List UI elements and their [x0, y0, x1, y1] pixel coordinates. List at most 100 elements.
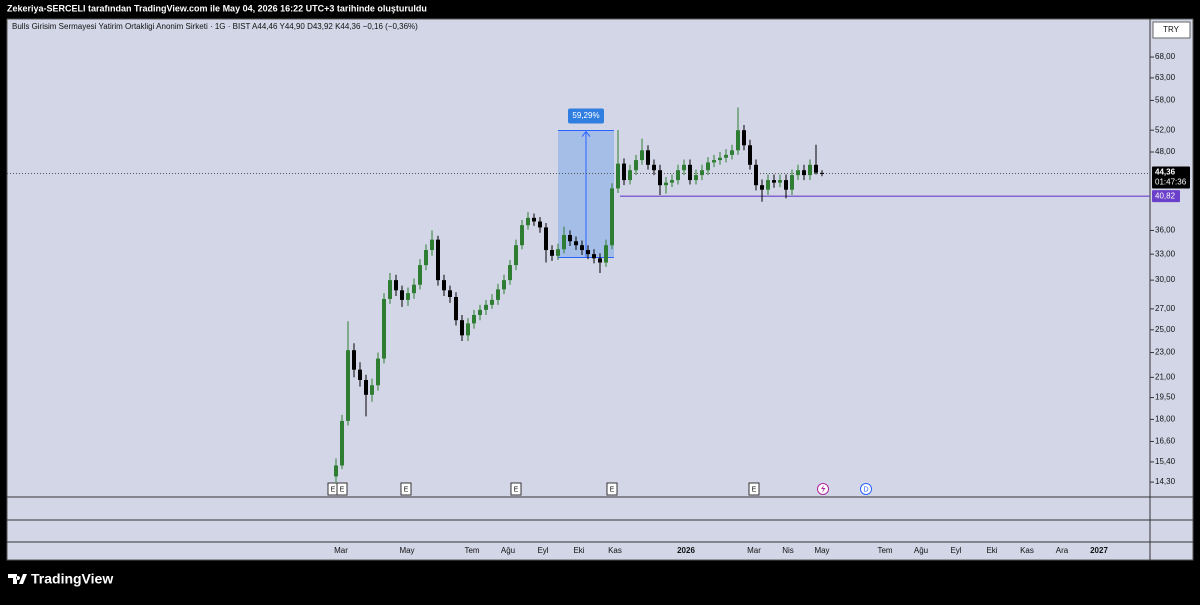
dividend-icon-bolt: [821, 485, 826, 493]
countdown-label: 01:47:36: [1155, 178, 1187, 187]
candle-body: [706, 162, 710, 171]
y-tick-label: 25,00: [1155, 325, 1176, 334]
candle-body: [790, 175, 794, 190]
candle-body: [394, 280, 398, 291]
x-tick-label: Ara: [1056, 546, 1069, 555]
event-label: E: [752, 486, 757, 493]
x-tick-label: Eki: [986, 546, 997, 555]
currency: TRY: [1163, 25, 1180, 34]
x-tick-label: 2026: [677, 546, 695, 555]
candle-body: [454, 296, 458, 321]
candle-body: [736, 130, 740, 151]
candle-body: [346, 350, 350, 421]
y-tick-label: 21,00: [1155, 372, 1176, 381]
x-tick-label: Tem: [877, 546, 892, 555]
candle-body: [406, 293, 410, 300]
candle-body: [370, 385, 374, 395]
candle-body: [586, 250, 590, 255]
brand: TradingView: [31, 571, 113, 587]
y-tick-label: 52,00: [1155, 125, 1176, 134]
candle-body: [442, 280, 446, 291]
candle-body: [730, 150, 734, 155]
y-tick-label: 58,00: [1155, 96, 1176, 105]
candle-body: [808, 164, 812, 176]
candle-body: [742, 130, 746, 146]
candle-body: [520, 225, 524, 246]
candle-body: [700, 170, 704, 176]
event-badge: [748, 482, 760, 496]
candle-body: [472, 314, 476, 324]
logo-icon: [8, 574, 27, 584]
x-tick-label: Kas: [608, 546, 622, 555]
candle-body: [484, 304, 488, 310]
candle-body: [412, 284, 416, 294]
candle-body: [718, 157, 722, 161]
candle-body: [592, 254, 596, 259]
candle-body: [796, 170, 800, 176]
candle-body: [820, 172, 824, 174]
candle-body: [562, 235, 566, 250]
event-label: D: [863, 486, 868, 493]
event-badge: [400, 482, 412, 496]
candle-body: [658, 170, 662, 186]
candle-body: [814, 164, 818, 173]
y-tick-label: 23,00: [1155, 348, 1176, 357]
x-tick-label: Eyl: [537, 546, 548, 555]
candle-body: [358, 369, 362, 380]
y-tick-label: 18,00: [1155, 414, 1176, 423]
currency-box[interactable]: [1152, 21, 1191, 39]
candle-body: [778, 180, 782, 183]
x-tick-label: Tem: [464, 546, 479, 555]
footer-logo: [8, 574, 27, 584]
candle-body: [334, 465, 338, 477]
candle-body: [418, 265, 422, 285]
y-tick-label: 14,30: [1155, 477, 1176, 486]
candle-body: [682, 164, 686, 171]
event-label: E: [340, 486, 345, 493]
level-label: 40,82: [1155, 191, 1176, 200]
event-badge: [860, 483, 872, 495]
candle-body: [352, 350, 356, 370]
candle-body: [652, 164, 656, 171]
candle-body: [496, 289, 500, 300]
y-tick-label: 30,00: [1155, 275, 1176, 284]
candle-body: [598, 258, 602, 263]
candle-body: [622, 163, 626, 181]
candle-body: [544, 227, 548, 251]
candle-body: [616, 163, 620, 189]
candle-body: [460, 320, 464, 336]
candle-body: [646, 150, 650, 165]
candle-body: [670, 180, 674, 183]
x-tick-label: Ağu: [914, 546, 928, 555]
event-label: E: [610, 486, 615, 493]
candle-body: [664, 182, 668, 186]
candle-body: [802, 170, 806, 176]
candle-body: [532, 217, 536, 222]
candle-body: [748, 145, 752, 165]
candle-body: [556, 249, 560, 256]
y-tick-label: 68,00: [1155, 52, 1176, 61]
measure-label-box: [568, 108, 604, 124]
candle-body: [640, 150, 644, 161]
y-tick-label: 48,00: [1155, 147, 1176, 156]
event-badge: [606, 482, 618, 496]
y-tick-label: 15,40: [1155, 457, 1176, 466]
x-tick-label: Mar: [334, 546, 348, 555]
symbol-legend: Bulls Girisim Sermayesi Yatirim Ortaklig…: [12, 22, 418, 31]
y-tick-label: 19,50: [1155, 393, 1176, 402]
candle-body: [466, 323, 470, 336]
candle-body: [676, 170, 680, 181]
event-badge: [510, 482, 522, 496]
event-marker: E: [748, 482, 760, 496]
candle-body: [766, 180, 770, 190]
candle-body: [436, 239, 440, 281]
x-tick-label: Eyl: [950, 546, 961, 555]
candle-body: [712, 160, 716, 163]
event-marker: E: [336, 482, 348, 496]
candle-body: [634, 160, 638, 171]
level-label-box: [1152, 190, 1180, 203]
candle-body: [526, 217, 530, 226]
candle-body: [364, 379, 368, 395]
